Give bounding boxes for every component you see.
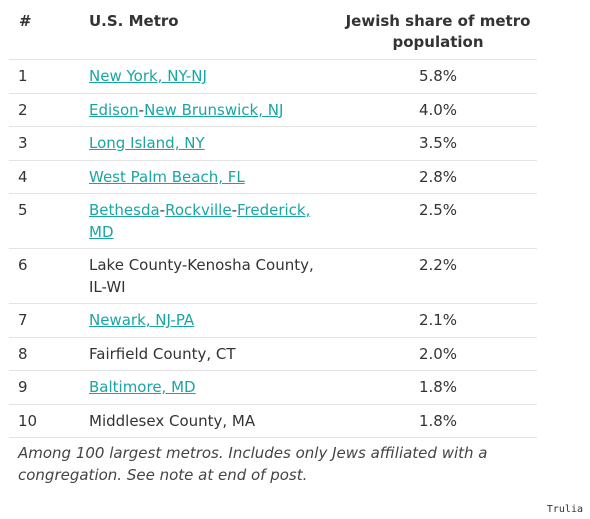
header-row: # U.S. Metro Jewish share of metro popul… xyxy=(9,4,537,60)
metro-cell: New York, NY-NJ xyxy=(89,59,339,94)
share-cell: 2.2% xyxy=(339,248,537,304)
metro-cell: Lake County-Kenosha County, IL-WI xyxy=(89,248,339,304)
share-cell: 4.0% xyxy=(339,93,537,127)
metro-cell: Baltimore, MD xyxy=(89,370,339,405)
rank-cell: 7 xyxy=(9,303,89,338)
metro-link[interactable]: Newark, NJ-PA xyxy=(89,311,195,329)
table-row: 10 Middlesex County, MA 1.8% xyxy=(9,404,537,438)
metro-table: # U.S. Metro Jewish share of metro popul… xyxy=(9,4,537,438)
source-credit: Trulia xyxy=(546,504,583,515)
metro-link[interactable]: West Palm Beach, FL xyxy=(89,167,245,186)
metro-link[interactable]: New Brunswick, NJ xyxy=(144,100,284,119)
metro-cell: Fairfield County, CT xyxy=(89,337,339,371)
metro-cell: Bethesda-Rockville-Frederick, MD xyxy=(89,193,339,249)
metro-link[interactable]: Frederick, MD xyxy=(89,201,311,241)
rank-cell: 8 xyxy=(9,337,89,371)
metro-link[interactable]: Baltimore, MD xyxy=(89,378,196,396)
table-row: 1 New York, NY-NJ 5.8% xyxy=(9,59,537,94)
metro-name: Lake County-Kenosha County, IL-WI xyxy=(89,256,314,296)
rank-cell: 2 xyxy=(9,93,89,127)
table-row: 9 Baltimore, MD 1.8% xyxy=(9,370,537,405)
rank-cell: 10 xyxy=(9,404,89,438)
share-cell: 1.8% xyxy=(339,370,537,405)
metro-cell: Long Island, NY xyxy=(89,126,339,161)
hyphen-separator: - xyxy=(138,100,145,119)
table-row: 2 Edison-New Brunswick, NJ 4.0% xyxy=(9,93,537,127)
share-cell: 5.8% xyxy=(339,59,537,94)
metro-table-container: # U.S. Metro Jewish share of metro popul… xyxy=(9,4,537,486)
rank-cell: 6 xyxy=(9,248,89,304)
table-row: 6 Lake County-Kenosha County, IL-WI 2.2% xyxy=(9,248,537,304)
hyphen-separator: - xyxy=(159,201,166,219)
metro-cell: Edison-New Brunswick, NJ xyxy=(89,93,339,127)
metro-link[interactable]: Bethesda xyxy=(89,201,160,219)
metro-link[interactable]: Long Island, NY xyxy=(89,134,205,152)
table-row: 3 Long Island, NY 3.5% xyxy=(9,126,537,161)
share-cell: 2.5% xyxy=(339,193,537,249)
rank-cell: 5 xyxy=(9,193,89,249)
metro-cell: Newark, NJ-PA xyxy=(89,303,339,338)
rank-cell: 9 xyxy=(9,370,89,405)
metro-link[interactable]: Rockville xyxy=(165,201,232,219)
metro-name: Fairfield County, CT xyxy=(89,344,236,363)
metro-cell: West Palm Beach, FL xyxy=(89,160,339,194)
metro-name: Middlesex County, MA xyxy=(89,411,256,430)
metro-link[interactable]: Edison xyxy=(89,100,139,119)
metro-link[interactable]: New York, NY-NJ xyxy=(89,67,207,85)
hyphen-separator: - xyxy=(231,201,237,219)
share-cell: 2.1% xyxy=(339,303,537,338)
table-row: 5 Bethesda-Rockville-Frederick, MD 2.5% xyxy=(9,193,537,249)
table-row: 4 West Palm Beach, FL 2.8% xyxy=(9,160,537,194)
share-cell: 2.8% xyxy=(339,160,537,194)
table-header: # U.S. Metro Jewish share of metro popul… xyxy=(9,4,537,60)
rank-cell: 3 xyxy=(9,126,89,161)
share-cell: 3.5% xyxy=(339,126,537,161)
rank-cell: 4 xyxy=(9,160,89,194)
table-row: 8 Fairfield County, CT 2.0% xyxy=(9,337,537,371)
rank-column-header: # xyxy=(9,4,89,60)
table-footnote: Among 100 largest metros. Includes only … xyxy=(18,444,488,484)
share-column-header: Jewish share of metro population xyxy=(339,4,537,60)
metro-column-header: U.S. Metro xyxy=(89,4,339,60)
table-row: 7 Newark, NJ-PA 2.1% xyxy=(9,303,537,338)
share-cell: 1.8% xyxy=(339,404,537,438)
share-cell: 2.0% xyxy=(339,337,537,371)
metro-cell: Middlesex County, MA xyxy=(89,404,339,438)
table-body: 1 New York, NY-NJ 5.8% 2 Edison-New Brunswic… xyxy=(9,59,537,438)
rank-cell: 1 xyxy=(9,59,89,94)
